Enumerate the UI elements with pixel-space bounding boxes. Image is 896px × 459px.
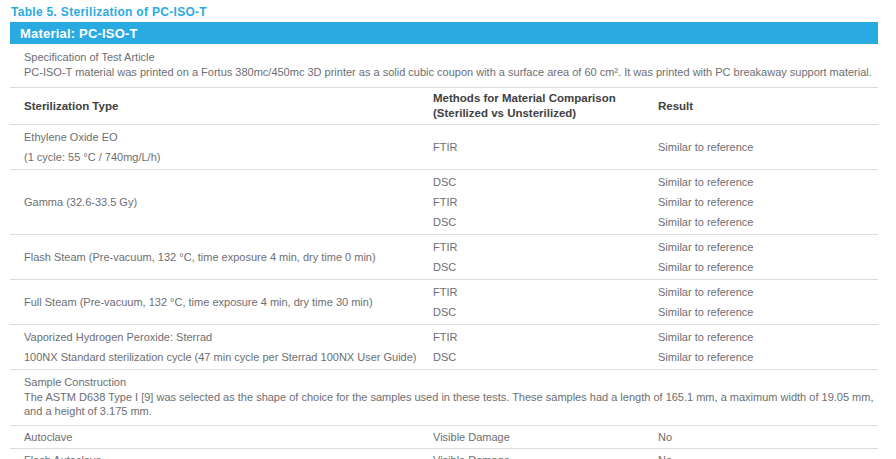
table-content: Specification of Test Article PC-ISO-T m… <box>10 44 878 459</box>
table-row: Full Steam (Pre-vacuum, 132 °C, time exp… <box>10 280 878 325</box>
methods-cell: FTIR <box>433 127 658 167</box>
methods-cell: FTIR DSC <box>433 237 658 277</box>
result-cell: Similar to reference Similar to referenc… <box>658 327 878 367</box>
result-value: Similar to reference <box>658 192 878 212</box>
sterilization-type-line: Flash Steam (Pre-vacuum, 132 °C, time ex… <box>24 247 421 267</box>
methods-cell: Visible Damage <box>433 431 658 443</box>
result-cell: Similar to reference Similar to referenc… <box>658 172 878 232</box>
result-cell: No <box>658 454 878 459</box>
result-value: Similar to reference <box>658 172 878 192</box>
column-header-sterilization-type: Sterilization Type <box>24 99 433 114</box>
methods-cell: Visible Damage <box>433 454 658 459</box>
column-header-result: Result <box>658 99 878 114</box>
method-value: FTIR <box>433 327 648 347</box>
column-header-methods-line2: (Sterilized vs Unsterilized) <box>433 106 648 121</box>
result-value: Similar to reference <box>658 347 878 367</box>
method-value: FTIR <box>433 237 648 257</box>
result-cell: Similar to reference <box>658 127 878 167</box>
column-header-methods: Methods for Material Comparison (Sterili… <box>433 91 658 121</box>
column-header-methods-line1: Methods for Material Comparison <box>433 91 648 106</box>
table-row: Autoclave Visible Damage No <box>10 426 878 449</box>
result-cell: Similar to reference Similar to referenc… <box>658 237 878 277</box>
specification-block: Specification of Test Article PC-ISO-T m… <box>10 44 878 88</box>
sterilization-type-line: (1 cycle: 55 °C / 740mg/L/h) <box>24 147 421 167</box>
result-value: Similar to reference <box>658 327 878 347</box>
methods-cell: FTIR DSC <box>433 282 658 322</box>
methods-cell: FTIR DSC <box>433 327 658 367</box>
document-page: Table 5. Sterilization of PC-ISO-T Mater… <box>0 0 896 459</box>
method-value: DSC <box>433 212 648 232</box>
result-value: Similar to reference <box>658 237 878 257</box>
sample-construction-block: Sample Construction The ASTM D638 Type I… <box>10 370 878 426</box>
specification-body: PC-ISO-T material was printed on a Fortu… <box>24 65 878 80</box>
result-value: Similar to reference <box>658 257 878 277</box>
sample-construction-body: The ASTM D638 Type I [9] was selected as… <box>24 390 878 419</box>
result-value: Similar to reference <box>658 302 878 322</box>
result-cell: No <box>658 431 878 443</box>
sterilization-type-line: Ethylene Oxide EO <box>24 127 421 147</box>
sterilization-type-line: Gamma (32.6-33.5 Gy) <box>24 192 421 212</box>
material-header-bar: Material: PC-ISO-T <box>10 22 878 44</box>
method-value: FTIR <box>433 282 648 302</box>
result-value: Similar to reference <box>658 137 878 157</box>
sterilization-type-cell: Autoclave <box>24 431 433 443</box>
result-cell: Similar to reference Similar to referenc… <box>658 282 878 322</box>
table-row: Vaporized Hydrogen Peroxide: Sterrad 100… <box>10 325 878 370</box>
sterilization-type-cell: Flash Autoclave <box>24 454 433 459</box>
method-value: DSC <box>433 257 648 277</box>
table-row: Flash Autoclave Visible Damage No <box>10 449 878 459</box>
sterilization-type-line: 100NX Standard sterilization cycle (47 m… <box>24 347 421 367</box>
sterilization-type-line: Vaporized Hydrogen Peroxide: Sterrad <box>24 327 421 347</box>
sterilization-type-cell: Gamma (32.6-33.5 Gy) <box>24 172 433 232</box>
result-value: Similar to reference <box>658 282 878 302</box>
specification-title: Specification of Test Article <box>24 50 878 65</box>
table-row: Gamma (32.6-33.5 Gy) DSC FTIR DSC Simila… <box>10 170 878 235</box>
method-value: FTIR <box>433 192 648 212</box>
method-value: DSC <box>433 172 648 192</box>
sterilization-type-cell: Ethylene Oxide EO (1 cycle: 55 °C / 740m… <box>24 127 433 167</box>
sample-construction-title: Sample Construction <box>24 375 878 390</box>
sterilization-type-cell: Full Steam (Pre-vacuum, 132 °C, time exp… <box>24 282 433 322</box>
table-row: Flash Steam (Pre-vacuum, 132 °C, time ex… <box>10 235 878 280</box>
method-value: DSC <box>433 302 648 322</box>
sterilization-type-line: Full Steam (Pre-vacuum, 132 °C, time exp… <box>24 292 421 312</box>
method-value: FTIR <box>433 137 648 157</box>
result-value: Similar to reference <box>658 212 878 232</box>
method-value: DSC <box>433 347 648 367</box>
material-header-label: Material: PC-ISO-T <box>20 26 138 41</box>
table-caption: Table 5. Sterilization of PC-ISO-T <box>11 5 207 19</box>
table-row: Ethylene Oxide EO (1 cycle: 55 °C / 740m… <box>10 125 878 170</box>
sterilization-type-cell: Vaporized Hydrogen Peroxide: Sterrad 100… <box>24 327 433 367</box>
sterilization-type-cell: Flash Steam (Pre-vacuum, 132 °C, time ex… <box>24 237 433 277</box>
methods-cell: DSC FTIR DSC <box>433 172 658 232</box>
column-header-row: Sterilization Type Methods for Material … <box>10 88 878 125</box>
